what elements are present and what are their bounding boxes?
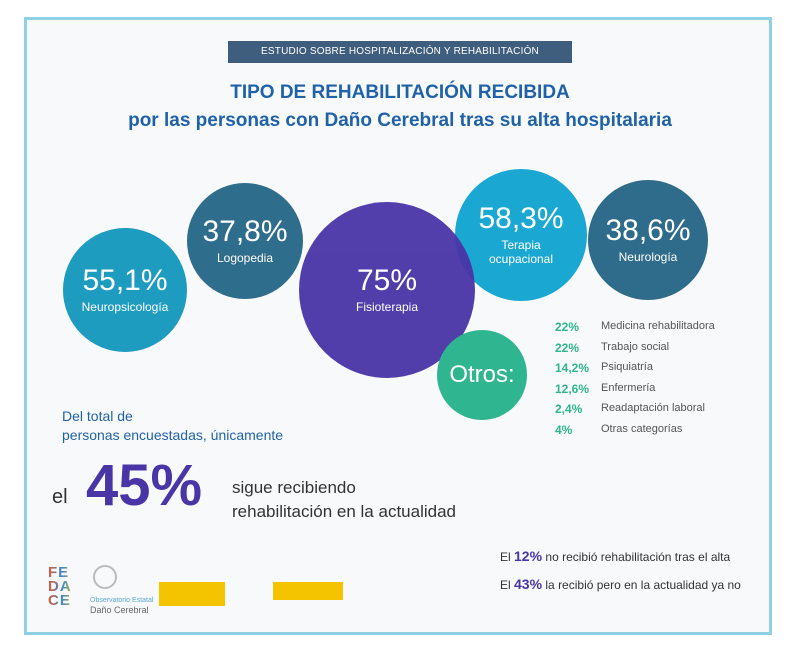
note-43: El 43% la recibió pero en la actualidad … [500,576,741,592]
ministerio-logo-2 [273,582,343,600]
otros-value: 12,6% [555,381,590,396]
otros-list: 22% Medicina rehabilitadora 22% Trabajo soc… [555,320,715,443]
otros-value: 2,4% [555,402,583,416]
bubble-label: Logopedia [216,250,274,265]
otros-item: 22% Trabajo social [555,341,715,362]
bubble-label: Neuropsicología [81,299,169,314]
otros-value: 22% [555,340,580,355]
subtitle: por las personas con Daño Cerebral tras … [128,110,672,131]
bubble-label: Neurología [618,249,678,264]
bubble-terapia-ocupacional: 58,3% Terapia ocupacional [455,169,587,301]
fedace-logo: FEDACE [48,565,76,608]
el-text: el [52,486,68,508]
note-12: El 12% no recibió rehabilitación tras el… [500,548,730,564]
bubble-otros: Otros: [437,330,527,420]
bubble-value: 58,3% [478,201,564,235]
otros-label: Psiquiatría [601,361,653,373]
note-pre: El [500,550,511,564]
otros-label: Otras categorías [601,422,683,435]
bubble-value: 38,6% [605,213,691,247]
otros-item: 4% Otras categorías [555,423,715,444]
otros-item: 2,4% Readaptación laboral [555,402,715,423]
otros-label: Medicina rehabilitadora [601,320,715,332]
otros-value: 4% [555,422,573,437]
bubble-label: Terapia ocupacional [488,237,554,266]
observatorio-line1: Observatorio Estatal [90,597,154,604]
intro-line1: Del total de [62,408,133,424]
note-text: la recibió pero en la actualidad ya no [545,578,741,592]
otros-item: 22% Medicina rehabilitadora [555,320,715,341]
observatorio-logo-icon [93,565,117,589]
big-percent: 45% [86,453,203,518]
bubble-value: 37,8% [202,214,288,248]
bubble-label: Fisioterapia [355,299,419,314]
banner: ESTUDIO SOBRE HOSPITALIZACIÓN Y REHABILI… [228,41,572,63]
otros-label: Readaptación laboral [601,402,705,414]
note-value: 12% [514,548,543,564]
bubble-logopedia: 37,8% Logopedia [187,183,303,299]
rest-line2: rehabilitación en la actualidad [232,502,456,521]
intro-line2: personas encuestadas, únicamente [62,427,284,443]
observatorio-line2: Daño Cerebral [90,605,149,615]
title: TIPO DE REHABILITACIÓN RECIBIDA [230,82,570,103]
note-text: no recibió rehabilitación tras el alta [545,550,731,564]
otros-item: 12,6% Enfermería [555,382,715,403]
summary-rest: sigue recibiendo rehabilitación en la ac… [232,476,456,524]
bubble-neurología: 38,6% Neurología [588,180,708,300]
otros-value: 22% [555,320,580,334]
otros-value: 14,2% [555,361,590,375]
bubble-value: 75% [356,263,418,297]
note-value: 43% [514,576,543,592]
otros-label: Enfermería [601,381,656,394]
otros-label: Trabajo social [601,340,670,353]
bubble-neuropsicología: 55,1% Neuropsicología [63,228,187,352]
ministerio-logo [159,582,225,606]
bubble-value: 55,1% [82,263,168,297]
summary-intro: Del total de personas encuestadas, única… [62,407,283,445]
bubble-label: Otros: [449,361,515,388]
rest-line1: sigue recibiendo [232,478,356,497]
otros-item: 14,2% Psiquiatría [555,361,715,382]
note-pre: El [500,578,511,592]
